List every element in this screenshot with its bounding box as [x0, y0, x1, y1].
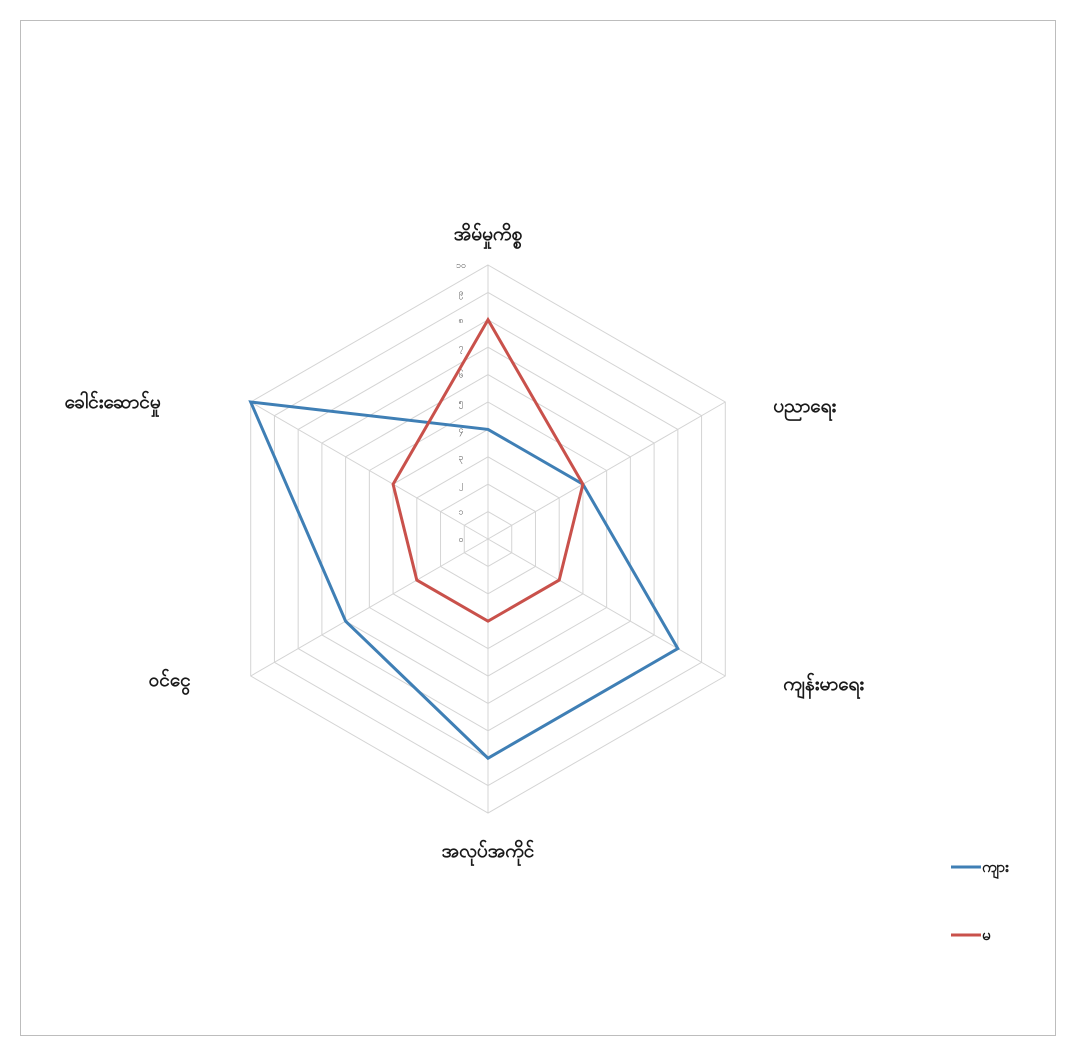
tick-label: ၁၀	[456, 261, 466, 271]
tick-label: ၃	[458, 453, 463, 464]
tick-label: ၇	[458, 343, 463, 354]
tick-label: ၆	[458, 370, 463, 381]
axis-label: ကျန်းမာရေး	[783, 671, 864, 700]
grid-spoke	[250, 538, 489, 677]
axis-label: ဝင်ငွေ	[149, 667, 191, 696]
radar-chart: ၀ ၁ ၂ ၃ ၄ ၅ ၆ ၇ ၈ ၉ ၁၀ အိမ်မှုကိစ္စပညာရေးကျန်းမာရေ…	[65, 221, 1010, 944]
series-lines	[248, 316, 680, 761]
tick-label: ၅	[458, 398, 463, 409]
axis-label: အလုပ်အကိုင်	[442, 838, 535, 867]
axis-label: ပညာရေး	[773, 395, 836, 422]
grid-spoke	[250, 401, 489, 540]
radar-grid	[250, 264, 726, 814]
legend-label: မ	[982, 926, 991, 944]
grid-spoke	[487, 401, 726, 540]
tick-label: ၈	[458, 316, 463, 326]
grid-spoke	[487, 538, 726, 677]
tick-label: ၀	[458, 535, 463, 545]
axis-label: ခေါင်းဆောင်မှု	[65, 389, 161, 418]
axis-label: အိမ်မှုကိစ္စ	[454, 221, 523, 250]
legend-label: ကျား	[982, 858, 1009, 879]
radial-tick-labels: ၀ ၁ ၂ ၃ ၄ ၅ ၆ ၇ ၈ ၉ ၁၀	[456, 261, 466, 545]
tick-label: ၁	[458, 508, 463, 518]
series-line	[391, 316, 585, 623]
chart-frame: ၀ ၁ ၂ ၃ ၄ ၅ ၆ ၇ ၈ ၉ ၁၀ အိမ်မှုကိစ္စပညာရေးကျန်းမာရေ…	[20, 20, 1056, 1036]
tick-label: ၄	[458, 425, 463, 436]
tick-label: ၉	[458, 288, 463, 299]
tick-label: ၂	[459, 480, 463, 491]
legend: ကျားမ	[951, 858, 1009, 944]
